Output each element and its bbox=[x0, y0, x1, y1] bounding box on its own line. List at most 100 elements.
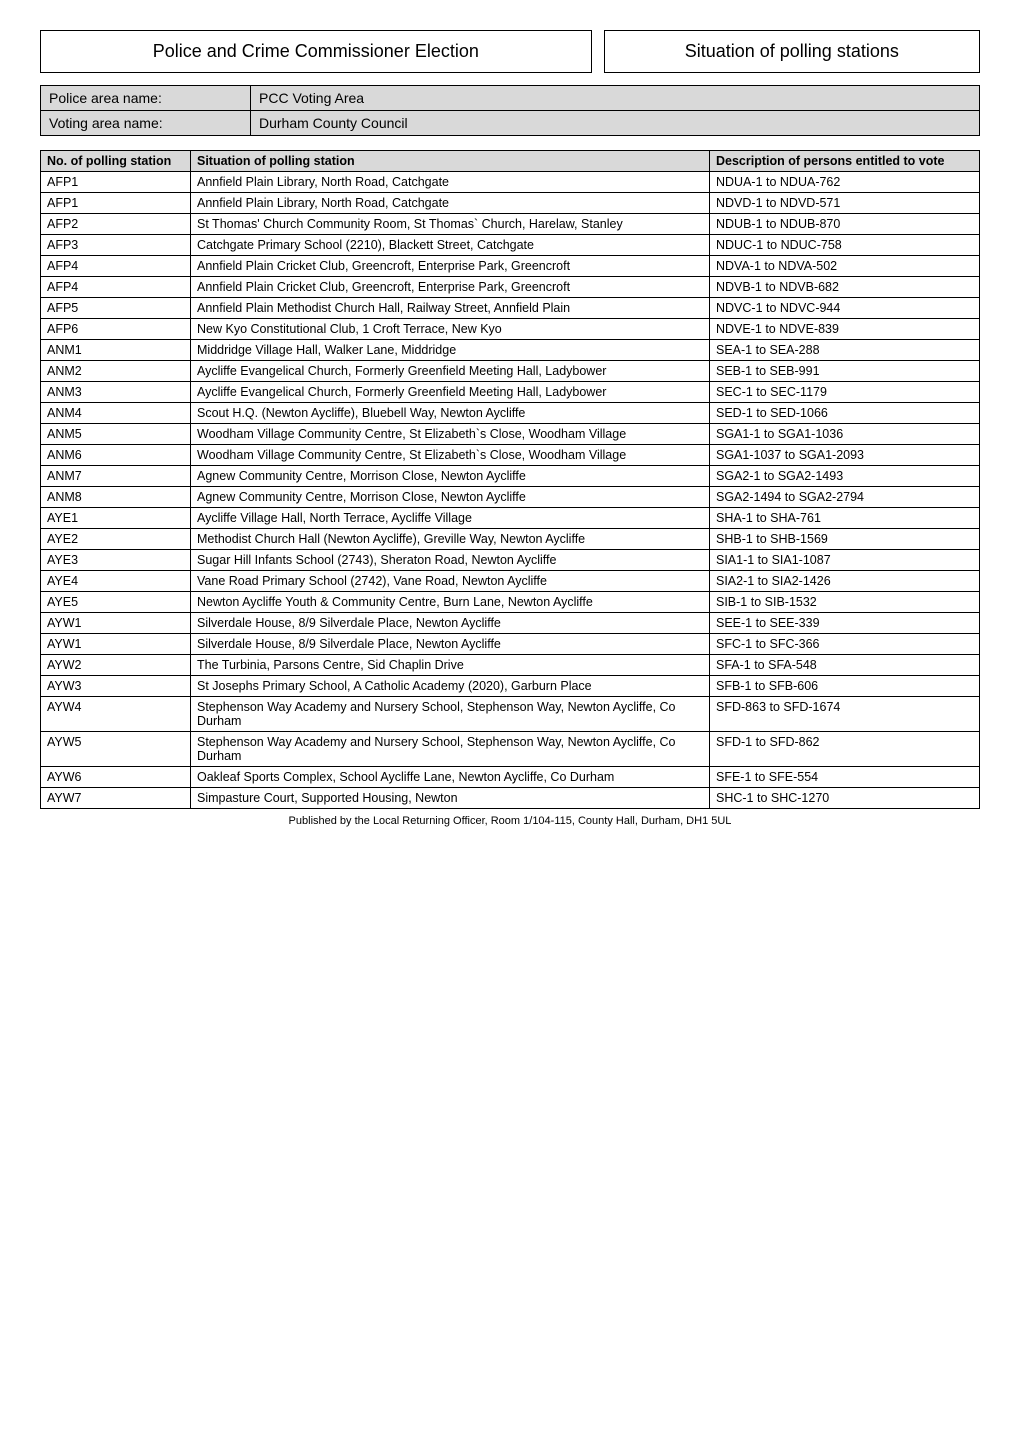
cell-situation: Catchgate Primary School (2210), Blacket… bbox=[191, 235, 710, 256]
table-row: ANM2Aycliffe Evangelical Church, Formerl… bbox=[41, 361, 980, 382]
table-row: AYW7Simpasture Court, Supported Housing,… bbox=[41, 788, 980, 809]
cell-desc: NDVD-1 to NDVD-571 bbox=[710, 193, 980, 214]
meta-row-police: Police area name: PCC Voting Area bbox=[41, 86, 980, 111]
cell-no: AYW6 bbox=[41, 767, 191, 788]
cell-no: ANM7 bbox=[41, 466, 191, 487]
cell-desc: SFD-863 to SFD-1674 bbox=[710, 697, 980, 732]
meta-table: Police area name: PCC Voting Area Voting… bbox=[40, 85, 980, 136]
table-row: ANM3Aycliffe Evangelical Church, Formerl… bbox=[41, 382, 980, 403]
cell-no: ANM4 bbox=[41, 403, 191, 424]
cell-situation: Methodist Church Hall (Newton Aycliffe),… bbox=[191, 529, 710, 550]
cell-desc: SIA1-1 to SIA1-1087 bbox=[710, 550, 980, 571]
cell-situation: Aycliffe Evangelical Church, Formerly Gr… bbox=[191, 382, 710, 403]
table-row: AYE1Aycliffe Village Hall, North Terrace… bbox=[41, 508, 980, 529]
cell-situation: Stephenson Way Academy and Nursery Schoo… bbox=[191, 732, 710, 767]
cell-situation: Vane Road Primary School (2742), Vane Ro… bbox=[191, 571, 710, 592]
table-row: AYW3St Josephs Primary School, A Catholi… bbox=[41, 676, 980, 697]
cell-desc: SEA-1 to SEA-288 bbox=[710, 340, 980, 361]
cell-no: AYW5 bbox=[41, 732, 191, 767]
table-row: AFP3Catchgate Primary School (2210), Bla… bbox=[41, 235, 980, 256]
table-row: AFP6New Kyo Constitutional Club, 1 Croft… bbox=[41, 319, 980, 340]
col-header-situation: Situation of polling station bbox=[191, 151, 710, 172]
cell-desc: SFC-1 to SFC-366 bbox=[710, 634, 980, 655]
cell-desc: SGA1-1 to SGA1-1036 bbox=[710, 424, 980, 445]
cell-no: AFP3 bbox=[41, 235, 191, 256]
table-row: AYW2The Turbinia, Parsons Centre, Sid Ch… bbox=[41, 655, 980, 676]
cell-desc: NDUA-1 to NDUA-762 bbox=[710, 172, 980, 193]
cell-no: AFP1 bbox=[41, 172, 191, 193]
cell-no: AYW1 bbox=[41, 613, 191, 634]
cell-situation: St Josephs Primary School, A Catholic Ac… bbox=[191, 676, 710, 697]
table-row: AYW5Stephenson Way Academy and Nursery S… bbox=[41, 732, 980, 767]
cell-desc: SIA2-1 to SIA2-1426 bbox=[710, 571, 980, 592]
table-row: AFP4Annfield Plain Cricket Club, Greencr… bbox=[41, 256, 980, 277]
cell-situation: Annfield Plain Cricket Club, Greencroft,… bbox=[191, 277, 710, 298]
col-header-no: No. of polling station bbox=[41, 151, 191, 172]
cell-situation: Annfield Plain Methodist Church Hall, Ra… bbox=[191, 298, 710, 319]
cell-no: AYE4 bbox=[41, 571, 191, 592]
cell-no: AFP4 bbox=[41, 256, 191, 277]
cell-situation: Middridge Village Hall, Walker Lane, Mid… bbox=[191, 340, 710, 361]
cell-no: AFP5 bbox=[41, 298, 191, 319]
cell-no: ANM6 bbox=[41, 445, 191, 466]
cell-no: AFP2 bbox=[41, 214, 191, 235]
cell-no: AYW7 bbox=[41, 788, 191, 809]
table-row: AYW4Stephenson Way Academy and Nursery S… bbox=[41, 697, 980, 732]
cell-desc: SHA-1 to SHA-761 bbox=[710, 508, 980, 529]
cell-no: AYE5 bbox=[41, 592, 191, 613]
cell-desc: SEE-1 to SEE-339 bbox=[710, 613, 980, 634]
cell-desc: SGA2-1494 to SGA2-2794 bbox=[710, 487, 980, 508]
cell-desc: SFB-1 to SFB-606 bbox=[710, 676, 980, 697]
cell-desc: NDVB-1 to NDVB-682 bbox=[710, 277, 980, 298]
cell-no: ANM1 bbox=[41, 340, 191, 361]
police-area-label: Police area name: bbox=[41, 86, 251, 111]
cell-situation: Silverdale House, 8/9 Silverdale Place, … bbox=[191, 634, 710, 655]
cell-no: AYE1 bbox=[41, 508, 191, 529]
cell-no: AYW2 bbox=[41, 655, 191, 676]
cell-situation: The Turbinia, Parsons Centre, Sid Chapli… bbox=[191, 655, 710, 676]
cell-situation: New Kyo Constitutional Club, 1 Croft Ter… bbox=[191, 319, 710, 340]
cell-no: AFP6 bbox=[41, 319, 191, 340]
cell-desc: SFE-1 to SFE-554 bbox=[710, 767, 980, 788]
cell-desc: SFA-1 to SFA-548 bbox=[710, 655, 980, 676]
cell-situation: Agnew Community Centre, Morrison Close, … bbox=[191, 487, 710, 508]
cell-no: AYW3 bbox=[41, 676, 191, 697]
table-row: ANM7Agnew Community Centre, Morrison Clo… bbox=[41, 466, 980, 487]
cell-desc: SEC-1 to SEC-1179 bbox=[710, 382, 980, 403]
table-row: ANM6Woodham Village Community Centre, St… bbox=[41, 445, 980, 466]
cell-situation: Woodham Village Community Centre, St Eli… bbox=[191, 424, 710, 445]
cell-desc: SHB-1 to SHB-1569 bbox=[710, 529, 980, 550]
cell-no: ANM5 bbox=[41, 424, 191, 445]
cell-desc: SED-1 to SED-1066 bbox=[710, 403, 980, 424]
title-left: Police and Crime Commissioner Election bbox=[40, 30, 592, 73]
footer-text: Published by the Local Returning Officer… bbox=[40, 815, 980, 827]
cell-desc: NDUB-1 to NDUB-870 bbox=[710, 214, 980, 235]
cell-situation: Newton Aycliffe Youth & Community Centre… bbox=[191, 592, 710, 613]
cell-situation: Oakleaf Sports Complex, School Aycliffe … bbox=[191, 767, 710, 788]
police-area-value: PCC Voting Area bbox=[251, 86, 980, 111]
cell-situation: Aycliffe Evangelical Church, Formerly Gr… bbox=[191, 361, 710, 382]
cell-desc: NDUC-1 to NDUC-758 bbox=[710, 235, 980, 256]
cell-situation: Agnew Community Centre, Morrison Close, … bbox=[191, 466, 710, 487]
cell-desc: SGA1-1037 to SGA1-2093 bbox=[710, 445, 980, 466]
table-row: AYW1Silverdale House, 8/9 Silverdale Pla… bbox=[41, 613, 980, 634]
table-row: AYE3Sugar Hill Infants School (2743), Sh… bbox=[41, 550, 980, 571]
table-row: AYE2Methodist Church Hall (Newton Ayclif… bbox=[41, 529, 980, 550]
voting-area-label: Voting area name: bbox=[41, 111, 251, 136]
cell-situation: Sugar Hill Infants School (2743), Sherat… bbox=[191, 550, 710, 571]
cell-no: AYW4 bbox=[41, 697, 191, 732]
polling-stations-table: No. of polling station Situation of poll… bbox=[40, 150, 980, 809]
cell-no: ANM8 bbox=[41, 487, 191, 508]
table-row: AYE4Vane Road Primary School (2742), Van… bbox=[41, 571, 980, 592]
cell-situation: Simpasture Court, Supported Housing, New… bbox=[191, 788, 710, 809]
cell-situation: Annfield Plain Cricket Club, Greencroft,… bbox=[191, 256, 710, 277]
cell-situation: Scout H.Q. (Newton Aycliffe), Bluebell W… bbox=[191, 403, 710, 424]
cell-desc: SHC-1 to SHC-1270 bbox=[710, 788, 980, 809]
cell-desc: NDVE-1 to NDVE-839 bbox=[710, 319, 980, 340]
header-row: Police and Crime Commissioner Election S… bbox=[40, 30, 980, 73]
cell-desc: SGA2-1 to SGA2-1493 bbox=[710, 466, 980, 487]
table-row: AFP1Annfield Plain Library, North Road, … bbox=[41, 193, 980, 214]
table-header-row: No. of polling station Situation of poll… bbox=[41, 151, 980, 172]
table-row: ANM5Woodham Village Community Centre, St… bbox=[41, 424, 980, 445]
table-row: ANM4Scout H.Q. (Newton Aycliffe), Bluebe… bbox=[41, 403, 980, 424]
